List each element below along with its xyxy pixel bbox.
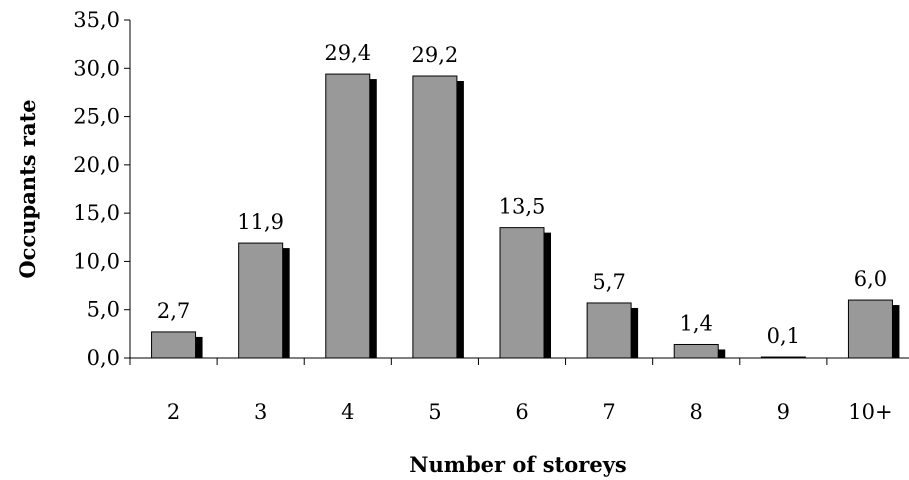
x-tick-label: 9 (777, 400, 790, 424)
data-label: 29,2 (412, 43, 459, 67)
bar-shadow (717, 349, 726, 358)
data-label: 13,5 (499, 195, 546, 219)
bar (673, 343, 719, 359)
x-tick-label: 8 (690, 400, 703, 424)
x-tick-label: 7 (602, 400, 615, 424)
bar-shadow (368, 79, 377, 358)
y-tick-label: 35,0 (73, 8, 120, 32)
data-label: 11,9 (237, 210, 284, 234)
bar-shadow (630, 307, 639, 358)
y-tick-label: 25,0 (73, 105, 120, 129)
data-label: 2,7 (157, 299, 190, 323)
bar-shadow (455, 81, 464, 359)
bar-shadow (281, 248, 290, 358)
bar-shadow (543, 232, 551, 358)
x-tick-label: 5 (428, 400, 441, 424)
bar (412, 75, 458, 359)
bar (586, 302, 632, 359)
data-label: 5,7 (592, 270, 625, 294)
y-tick-label: 15,0 (73, 201, 120, 225)
bar (847, 299, 893, 359)
x-axis-title: Number of storeys (409, 452, 626, 477)
bar (325, 73, 371, 359)
y-tick-label: 30,0 (73, 56, 120, 80)
y-tick-label: 5,0 (87, 298, 120, 322)
x-tick-label: 3 (254, 400, 267, 424)
data-label: 6,0 (854, 267, 887, 291)
y-axis-title: Occupants rate (15, 99, 40, 278)
x-tick-label: 4 (341, 400, 354, 424)
y-tick-label: 0,0 (87, 346, 120, 370)
x-tick-label: 10+ (848, 400, 892, 424)
bars-layer (151, 73, 900, 359)
data-label: 0,1 (767, 324, 800, 348)
data-label: 1,4 (680, 311, 713, 335)
bar-shadow (891, 305, 900, 358)
x-axis-ticks: 2 3 4 5 6 7 8 9 10+ (129, 358, 893, 424)
bar (499, 227, 545, 359)
y-tick-label: 10,0 (73, 249, 120, 273)
data-label: 29,4 (324, 41, 371, 65)
data-labels-layer: 2,7 11,9 29,4 29,2 13,5 5,7 1,4 0,1 6,0 (157, 41, 887, 348)
bar (238, 242, 284, 359)
x-tick-label: 6 (515, 400, 528, 424)
bar (151, 331, 197, 359)
bar-shadow (194, 336, 203, 358)
y-axis-ticks: 0,0 5,0 10,0 15,0 20,0 25,0 30,0 35,0 (73, 8, 130, 370)
y-tick-label: 20,0 (73, 153, 120, 177)
x-tick-label: 2 (167, 400, 180, 424)
